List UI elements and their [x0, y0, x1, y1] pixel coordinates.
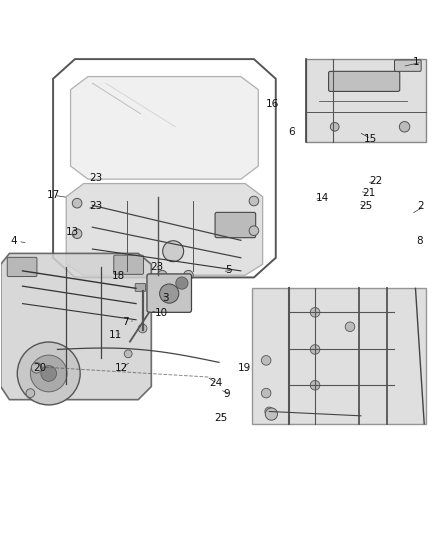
Text: 9: 9 — [223, 389, 230, 399]
Text: 3: 3 — [162, 293, 169, 303]
Circle shape — [265, 407, 274, 416]
Circle shape — [345, 322, 355, 332]
Circle shape — [310, 381, 320, 390]
Circle shape — [399, 122, 410, 132]
Text: 11: 11 — [109, 330, 122, 340]
Circle shape — [261, 389, 271, 398]
Text: 25: 25 — [214, 413, 227, 423]
Text: 5: 5 — [226, 265, 232, 275]
Text: 8: 8 — [417, 236, 423, 246]
Circle shape — [310, 308, 320, 317]
Text: 16: 16 — [266, 99, 279, 109]
Text: 6: 6 — [288, 127, 295, 137]
Text: 18: 18 — [112, 271, 125, 281]
Text: 23: 23 — [89, 173, 102, 183]
Circle shape — [124, 350, 132, 358]
FancyBboxPatch shape — [147, 274, 191, 312]
Circle shape — [26, 389, 35, 398]
FancyBboxPatch shape — [135, 284, 146, 292]
Text: 23: 23 — [150, 262, 163, 272]
Text: 2: 2 — [418, 201, 424, 211]
Circle shape — [261, 356, 271, 365]
Text: 22: 22 — [370, 176, 383, 187]
FancyBboxPatch shape — [395, 60, 421, 71]
Circle shape — [72, 198, 82, 208]
Polygon shape — [252, 288, 426, 424]
Circle shape — [17, 342, 80, 405]
FancyBboxPatch shape — [328, 71, 400, 92]
Text: 13: 13 — [66, 228, 79, 237]
Text: 1: 1 — [413, 57, 420, 67]
Circle shape — [330, 123, 339, 131]
FancyBboxPatch shape — [114, 255, 144, 274]
Text: 14: 14 — [316, 192, 329, 203]
Circle shape — [184, 270, 193, 280]
Text: 10: 10 — [154, 308, 167, 318]
Text: 15: 15 — [364, 134, 377, 143]
Circle shape — [159, 284, 179, 303]
Text: 19: 19 — [237, 363, 251, 373]
Text: 25: 25 — [360, 201, 373, 211]
Polygon shape — [306, 59, 426, 142]
Circle shape — [249, 196, 259, 206]
Text: 7: 7 — [122, 317, 129, 327]
Text: 20: 20 — [33, 363, 46, 373]
Circle shape — [157, 270, 167, 280]
Polygon shape — [66, 183, 263, 275]
Circle shape — [310, 345, 320, 354]
Circle shape — [31, 362, 42, 373]
Text: 17: 17 — [46, 190, 60, 200]
FancyBboxPatch shape — [7, 257, 37, 277]
Text: 21: 21 — [362, 188, 375, 198]
Circle shape — [162, 241, 184, 262]
Polygon shape — [1, 253, 151, 400]
Circle shape — [41, 366, 57, 381]
Text: 24: 24 — [209, 378, 223, 388]
Text: 4: 4 — [11, 236, 17, 246]
Text: 23: 23 — [89, 201, 102, 211]
Circle shape — [249, 226, 259, 236]
Circle shape — [72, 229, 82, 239]
Circle shape — [30, 355, 67, 392]
Circle shape — [265, 408, 278, 420]
Text: 12: 12 — [115, 363, 128, 373]
Polygon shape — [71, 77, 258, 179]
Circle shape — [138, 324, 147, 333]
FancyBboxPatch shape — [215, 212, 256, 238]
Circle shape — [176, 277, 188, 289]
